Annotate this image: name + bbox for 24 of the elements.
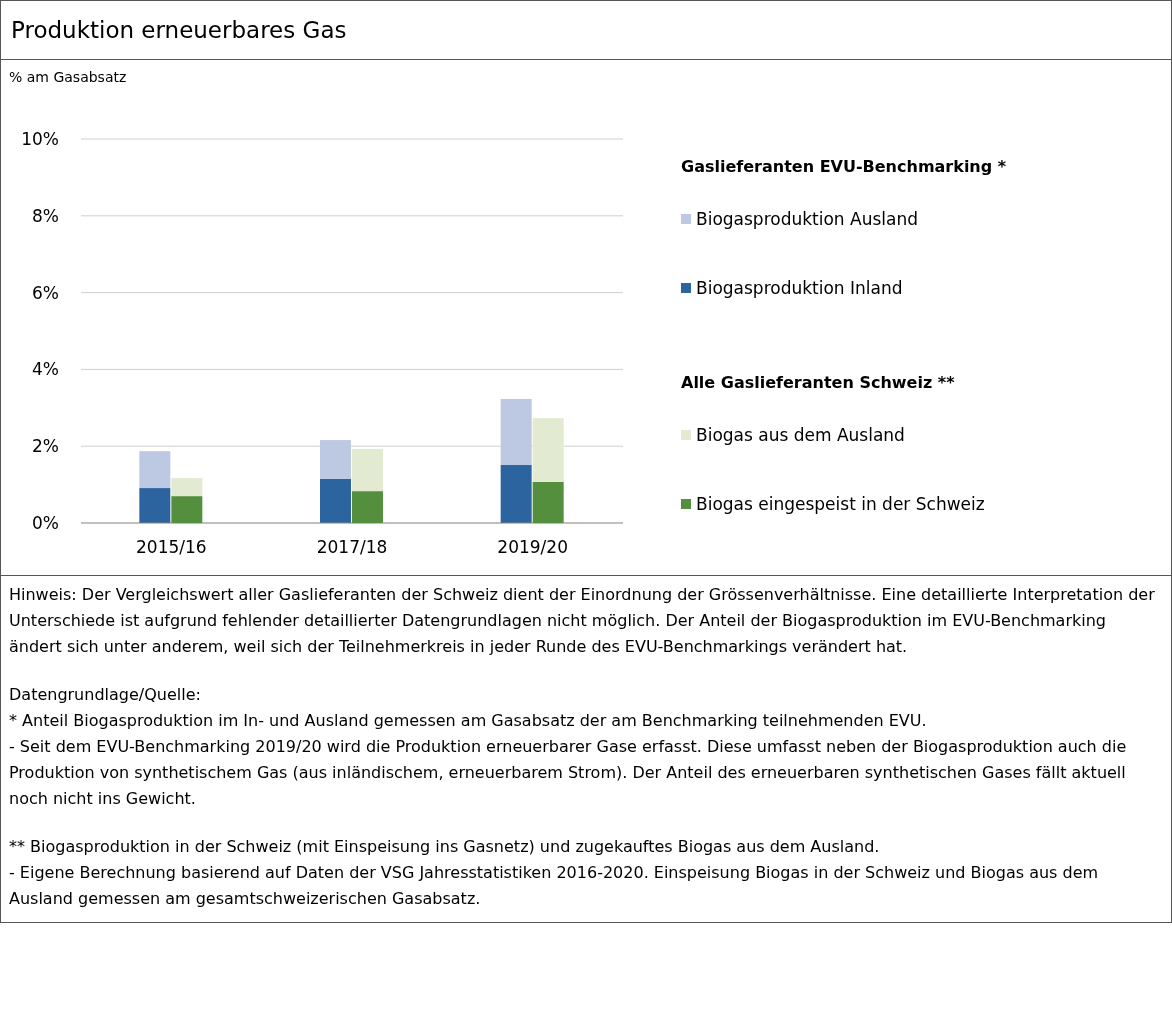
legend-title: Alle Gaslieferanten Schweiz ** xyxy=(681,373,956,392)
legend-label: Biogasproduktion Ausland xyxy=(696,209,919,229)
y-tick-label: 8% xyxy=(32,205,59,226)
x-tick-label: 2019/20 xyxy=(497,537,568,557)
y-tick-label: 2% xyxy=(32,436,59,457)
text: * Anteil Biogasproduktion im In- und Ausland gemessen am Gasabsatz der am Benchmarking teilnehmenden EVU. xyxy=(9,710,928,732)
text: ** Biogasproduktion in der Schweiz (mit Einspeisung ins Gasnetz) und zugekauftes Biogas aus dem Ausland. xyxy=(9,836,881,858)
y-tick-label: 4% xyxy=(32,359,59,380)
text: Hinweis: Der Vergleichswert aller Gaslieferanten der Schweiz dient der Einordnung der Grössenverhältnisse. Eine detaillierte Interpretation der Unterschiede ist aufgrund fehlender detaillierter Datengrundlagen nicht möglich. Der Anteil der Biogasproduktion im EVU-Benchmarking ändert sich unter anderem, weil sich der Teilnehmerkreis in jeder Runde des EVU-Benchmarkings verändert hat. xyxy=(9,584,1156,658)
y-axis-title: % am Gasabsatz xyxy=(9,69,127,85)
x-tick-label: 2017/18 xyxy=(316,537,388,557)
y-tick-label: 10% xyxy=(21,129,59,149)
text: - Seit dem EVU-Benchmarking 2019/20 wird die Produktion erneuerbarer Gase erfasst. Diese umfasst neben der Biogasproduktion auch die Produktion von synthetischem Gas (aus inländischem, erneuerbarem Strom). Der Anteil des erneuerbaren synthetischen Gases fällt aktuell noch nicht ins Gewicht. xyxy=(9,736,1128,810)
y-tick-label: 0% xyxy=(32,513,59,533)
chart-title: Produktion erneuerbares Gas xyxy=(1,1,1171,60)
y-tick-label: 6% xyxy=(32,282,59,303)
bar xyxy=(139,451,171,489)
legend-title: Gaslieferanten EVU-Benchmarking * xyxy=(681,157,1007,176)
legend-label: Biogasproduktion Inland xyxy=(696,278,903,298)
legend-label: Biogas eingespeist in der Schweiz xyxy=(696,494,985,514)
x-tick-label: 2015/16 xyxy=(136,537,207,557)
legend-label: Biogas aus dem Ausland xyxy=(696,425,905,445)
text: - Eigene Berechnung basierend auf Daten der VSG Jahresstatistiken 2016-2020. Einspeisung Biogas in der Schweiz und Biogas aus dem Ausland gemessen am gesamtschweizerischen Gasabsatz. xyxy=(9,862,1100,910)
text: Datengrundlage/Quelle: xyxy=(9,684,202,706)
